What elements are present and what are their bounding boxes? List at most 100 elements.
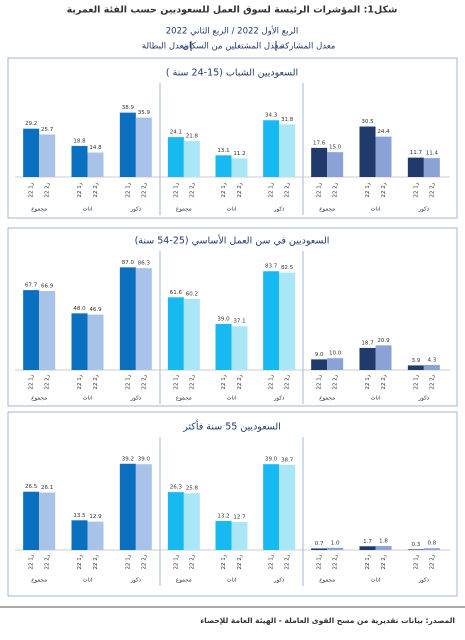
value-label: 60.2 — [186, 291, 198, 297]
value-label: 24.4 — [377, 129, 390, 135]
bar — [375, 546, 392, 550]
bar — [119, 112, 136, 177]
period-label: ر2 22 — [45, 182, 51, 197]
bar — [39, 134, 56, 177]
value-label: 10.0 — [329, 351, 342, 357]
bar — [215, 520, 232, 550]
period-label: ر1 22 — [173, 554, 179, 569]
category-label: اناث — [371, 396, 381, 402]
category-label: ذكور — [273, 395, 285, 402]
period-label: ر1 22 — [413, 554, 419, 569]
bar — [87, 314, 104, 370]
bar — [183, 140, 200, 177]
bar — [311, 359, 328, 370]
category-label: مجموع — [31, 207, 47, 213]
category-label: ذكور — [130, 395, 142, 402]
period-label: ر1 22 — [221, 374, 227, 389]
period-label: ر2 22 — [93, 374, 99, 389]
bar — [263, 464, 280, 550]
value-label: 11.4 — [426, 151, 439, 157]
value-label: 13.2 — [217, 513, 229, 519]
value-label: 38.9 — [122, 105, 135, 111]
bar — [279, 464, 296, 550]
value-label: 0.7 — [315, 541, 324, 547]
panel-frame — [7, 57, 458, 219]
bar — [375, 345, 392, 370]
category-label: مجموع — [176, 578, 192, 584]
period-label: ر2 22 — [237, 182, 243, 197]
bar — [215, 155, 232, 177]
value-label: 26.3 — [170, 485, 183, 491]
value-label: 34.3 — [265, 113, 278, 119]
bar — [183, 493, 200, 550]
value-label: 67.7 — [25, 283, 38, 289]
value-label: 37.1 — [233, 319, 245, 325]
value-label: 39.2 — [122, 456, 134, 462]
legend-label: معدل المشاركة — [281, 42, 336, 52]
period-label: ر2 22 — [381, 554, 387, 569]
bar — [327, 152, 344, 177]
value-label: 38.7 — [281, 457, 294, 463]
value-label: 26.5 — [25, 484, 38, 490]
value-label: 1.7 — [363, 539, 372, 545]
bar — [119, 463, 136, 550]
value-label: 48.0 — [73, 306, 86, 312]
period-label: ر1 22 — [365, 374, 371, 389]
bar — [39, 291, 56, 370]
value-label: 30.5 — [361, 119, 374, 125]
value-label: 35.9 — [138, 110, 151, 116]
value-label: 13.1 — [217, 148, 229, 154]
period-label: ر1 22 — [317, 182, 323, 197]
period-label: ر2 22 — [189, 554, 195, 569]
value-label: 18.7 — [361, 340, 374, 346]
period-label: ر1 22 — [269, 554, 275, 569]
bar — [23, 128, 40, 177]
category-label: مجموع — [176, 396, 192, 402]
value-label: 20.9 — [377, 338, 390, 344]
period-label: ر2 22 — [189, 374, 195, 389]
period-label: ر1 22 — [413, 182, 419, 197]
panel-frame — [7, 411, 458, 597]
bar — [23, 290, 40, 370]
period-label: ر1 22 — [125, 374, 131, 389]
value-label: 39.0 — [217, 316, 230, 322]
category-label: اناث — [83, 207, 93, 213]
value-label: 83.7 — [265, 264, 278, 270]
bar — [359, 126, 376, 177]
panel-title: السعوديين الشباب (15-24 سنة ) — [166, 68, 298, 79]
value-label: 11.2 — [233, 151, 245, 157]
bar — [231, 522, 248, 550]
bar — [87, 521, 104, 550]
value-label: 15.0 — [329, 145, 342, 151]
value-label: 1.8 — [379, 539, 388, 545]
value-label: 26.1 — [41, 485, 53, 491]
period-label: ر2 22 — [429, 374, 435, 389]
period-label: ر1 22 — [29, 374, 35, 389]
bar — [423, 548, 440, 550]
subtitle: الربع الأول 2022 / الربع الثاني 2022 — [166, 26, 298, 37]
bar — [311, 548, 328, 550]
period-label: ر1 22 — [77, 374, 83, 389]
category-label: اناث — [371, 578, 381, 584]
value-label: 1.0 — [331, 540, 340, 546]
value-label: 29.2 — [25, 121, 37, 127]
category-label: مجموع — [31, 396, 47, 402]
bar — [407, 549, 424, 550]
period-label: ر2 22 — [237, 554, 243, 569]
period-label: ر1 22 — [317, 374, 323, 389]
bar — [407, 365, 424, 370]
period-label: ر2 22 — [285, 554, 291, 569]
period-label: ر1 22 — [29, 554, 35, 569]
value-label: 25.8 — [186, 486, 199, 492]
period-label: ر1 22 — [413, 374, 419, 389]
period-label: ر1 22 — [173, 374, 179, 389]
category-label: ذكور — [130, 577, 142, 584]
period-label: ر2 22 — [237, 374, 243, 389]
category-label: مجموع — [319, 578, 335, 584]
period-label: ر1 22 — [77, 182, 83, 197]
bar — [71, 520, 88, 550]
category-label: اناث — [227, 578, 237, 584]
period-label: ر1 22 — [125, 554, 131, 569]
category-label: مجموع — [319, 396, 335, 402]
